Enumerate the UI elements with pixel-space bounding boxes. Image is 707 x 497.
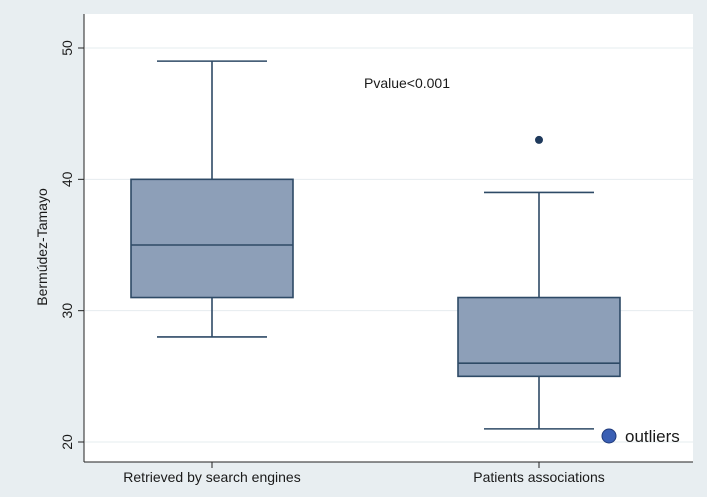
outlier-point-1-0 bbox=[535, 135, 543, 144]
legend: outliers bbox=[601, 427, 680, 446]
legend-label-outliers: outliers bbox=[625, 427, 680, 446]
x-tick-label-0: Retrieved by search engines bbox=[123, 469, 300, 485]
p-value-annotation: Pvalue<0.001 bbox=[364, 75, 450, 91]
legend-marker-outliers bbox=[601, 428, 617, 444]
box-0 bbox=[130, 178, 294, 299]
y-axis-ticks: 20 30 40 50 bbox=[59, 40, 84, 450]
box-1 bbox=[457, 296, 621, 378]
y-tick-label-30: 30 bbox=[59, 303, 75, 319]
y-tick-label-40: 40 bbox=[59, 171, 75, 187]
y-tick-label-20: 20 bbox=[59, 434, 75, 450]
y-axis-title: Bermúdez-Tamayo bbox=[34, 188, 50, 306]
x-tick-label-1: Patients associations bbox=[473, 469, 605, 485]
boxes bbox=[130, 60, 621, 430]
x-axis-ticks: Retrieved by search engines Patients asso… bbox=[123, 462, 605, 485]
y-tick-label-50: 50 bbox=[59, 40, 75, 56]
